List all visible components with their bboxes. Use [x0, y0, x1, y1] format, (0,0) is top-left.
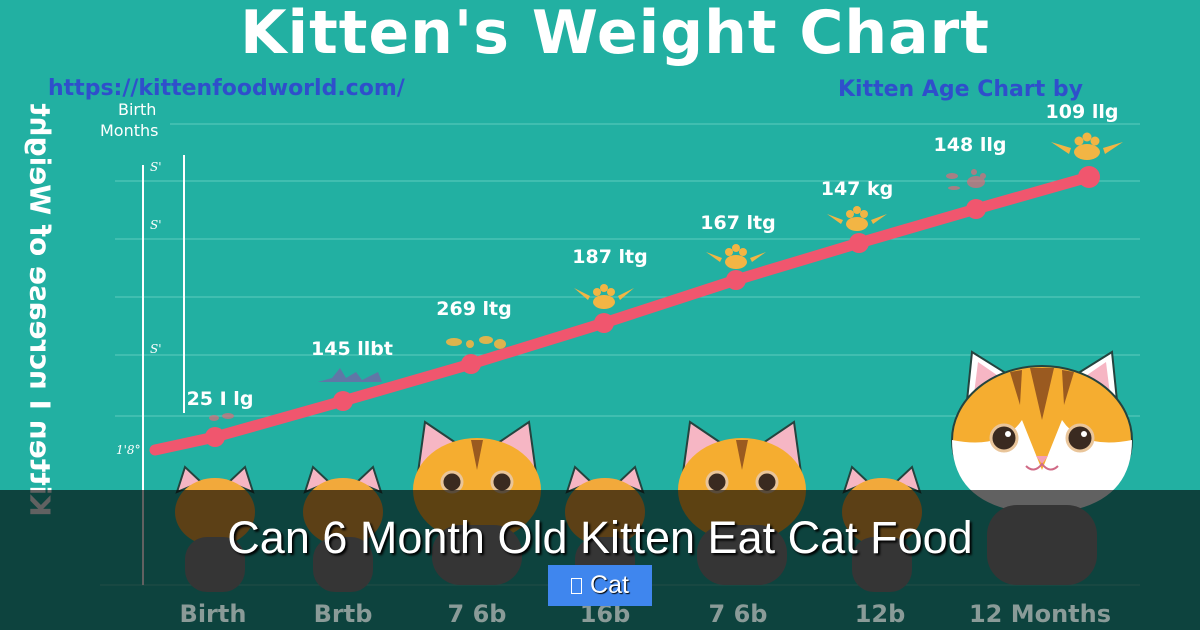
data-label: 269 ltg: [436, 298, 512, 320]
legend-months: Months: [100, 121, 159, 140]
article-headline[interactable]: Can 6 Month Old Kitten Eat Cat Food: [227, 512, 973, 563]
data-label: 167 ltg: [700, 212, 776, 234]
weight-line: [149, 171, 1095, 456]
data-label: 187 ltg: [572, 246, 648, 268]
data-label: 25 I lg: [186, 388, 254, 410]
x-tick: Birth: [179, 600, 247, 628]
y-tick: S': [150, 342, 162, 356]
paw-icon-purple: [318, 368, 382, 382]
data-label: 148 llg: [933, 134, 1007, 156]
data-label: 109 llg: [1045, 101, 1119, 123]
folder-icon: [571, 577, 583, 594]
paw-icon-faded: [209, 169, 986, 421]
chart-title: Kitten's Weight Chart: [240, 0, 990, 68]
y-tick: S': [150, 218, 162, 232]
y-tick: S': [150, 160, 162, 174]
y-tick: 1'8°: [116, 443, 141, 457]
x-tick: 7 6b: [447, 600, 507, 628]
x-tick: 12 Months: [968, 600, 1112, 628]
category-label: Cat: [590, 571, 629, 599]
legend-birth: Birth: [118, 100, 157, 119]
category-badge[interactable]: Cat: [548, 565, 652, 606]
data-label: 145 llbt: [311, 338, 393, 360]
x-tick: 12b: [854, 600, 906, 628]
url-watermark[interactable]: https://kittenfoodworld.com/: [48, 76, 405, 101]
byline: Kitten Age Chart by: [838, 77, 1083, 102]
caption-overlay: [0, 490, 1200, 630]
data-points: [205, 166, 1100, 447]
x-tick: Brtb: [313, 600, 373, 628]
paw-icon: [446, 132, 1123, 349]
x-tick: 7 6b: [708, 600, 768, 628]
data-label: 147 kg: [820, 178, 894, 200]
